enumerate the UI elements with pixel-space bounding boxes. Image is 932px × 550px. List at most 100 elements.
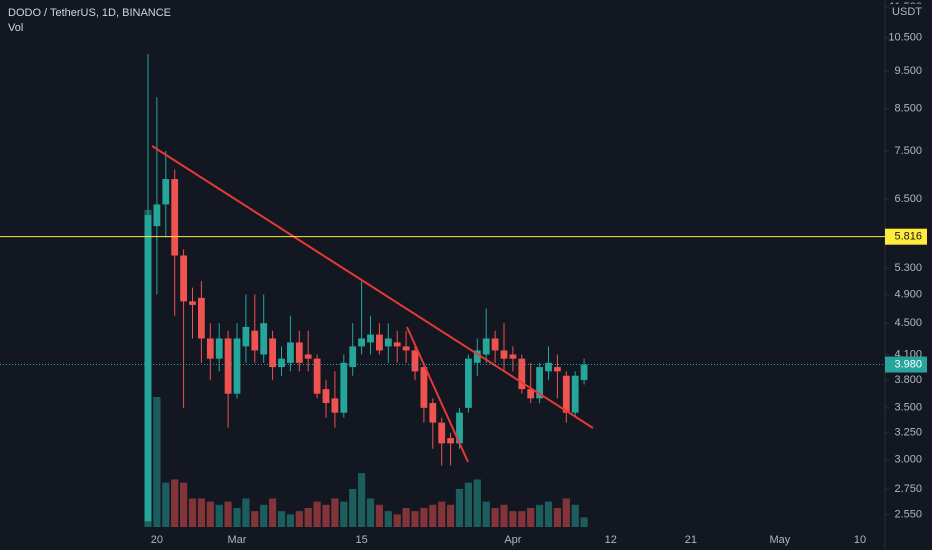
- volume-bar: [429, 504, 437, 527]
- volume-bar: [464, 482, 472, 527]
- x-tick-label: May: [770, 534, 791, 546]
- candle-body: [393, 342, 401, 347]
- y-tick-label: 2.750: [894, 483, 922, 495]
- candle-body: [509, 354, 517, 359]
- candle-body: [144, 215, 152, 522]
- trend-line: [151, 145, 594, 429]
- unit-box: [889, 4, 927, 20]
- candle-body: [206, 338, 214, 359]
- candle-body: [438, 422, 446, 444]
- candle-body: [269, 338, 276, 368]
- x-tick-label: 12: [605, 534, 617, 546]
- y-tick-label: 3.000: [894, 454, 922, 466]
- volume-bar: [509, 511, 517, 527]
- trend-line: [406, 326, 469, 463]
- volume-bar: [349, 488, 357, 527]
- price-label-box: [885, 228, 927, 245]
- y-tick-label: 5.300: [894, 262, 922, 274]
- candle-body: [429, 403, 437, 423]
- volume-bar: [188, 498, 197, 527]
- y-tick-label: 4.500: [894, 317, 922, 329]
- candle-body: [411, 350, 419, 372]
- last-price-label: 3.980: [894, 358, 922, 370]
- volume-bar: [402, 507, 410, 527]
- candle-body: [153, 204, 161, 227]
- indicator-label: Vol: [8, 22, 23, 34]
- candle-body: [554, 367, 561, 372]
- candle-body: [340, 362, 348, 413]
- volume-bar: [295, 511, 303, 527]
- unit-label: USDT: [892, 6, 922, 18]
- chart-title: DODO / TetherUS, 1D, BINANCE: [8, 7, 171, 19]
- volume-bar: [153, 397, 161, 527]
- candle-body: [518, 358, 526, 390]
- candle-body: [465, 358, 472, 408]
- volume-bar: [215, 504, 223, 527]
- y-tick-label: 6.500: [894, 193, 922, 205]
- candle-body: [482, 338, 490, 355]
- candle-body: [331, 398, 339, 413]
- candle-body: [224, 338, 232, 394]
- candle-body: [420, 367, 428, 408]
- volume-bar: [527, 507, 535, 527]
- x-tick-label: 10: [854, 534, 866, 546]
- volume-bar: [331, 498, 339, 527]
- volume-bar: [536, 504, 544, 527]
- candle-body: [473, 350, 481, 363]
- volume-bar: [233, 507, 241, 527]
- volume-bar: [500, 504, 508, 527]
- candle-body: [189, 301, 196, 305]
- candle-body: [162, 179, 170, 205]
- candle-body: [500, 350, 508, 359]
- volume-bar: [358, 473, 366, 527]
- candle-body: [562, 375, 570, 413]
- candle-body: [278, 358, 285, 368]
- candle-body: [171, 179, 179, 256]
- volume-bar: [269, 498, 277, 527]
- candle-body: [322, 389, 330, 404]
- volume-bar: [224, 501, 232, 527]
- candle-body: [349, 346, 357, 368]
- volume-bar: [491, 507, 499, 527]
- x-tick-label: 20: [151, 534, 163, 546]
- candle-body: [384, 338, 392, 347]
- candle-body: [287, 342, 294, 363]
- volume-bar: [277, 511, 286, 527]
- volume-bar: [206, 501, 214, 527]
- candle-body: [447, 438, 454, 444]
- volume-bar: [251, 511, 259, 527]
- volume-bar: [313, 501, 321, 527]
- y-tick-label: 4.900: [894, 288, 922, 300]
- candle-body: [198, 297, 205, 339]
- volume-bar: [375, 504, 383, 527]
- volume-bar: [455, 488, 464, 527]
- candle-body: [571, 375, 579, 413]
- candle-body: [456, 412, 463, 444]
- candle-layer: [144, 54, 588, 522]
- volume-bar: [571, 504, 579, 527]
- volume-bar: [366, 498, 375, 527]
- volume-bar: [286, 514, 294, 527]
- y-tick-label: 2.550: [894, 508, 922, 520]
- volume-bar: [482, 501, 490, 527]
- price-label-box: [885, 356, 927, 373]
- y-tick-label: 3.250: [894, 427, 922, 439]
- volume-bar: [304, 507, 312, 527]
- volume-bar: [162, 482, 170, 527]
- y-tick-label: 9.500: [894, 65, 922, 77]
- candle-body: [251, 330, 259, 351]
- volume-bar: [562, 498, 570, 527]
- candle-body: [527, 389, 535, 399]
- candle-body: [536, 367, 543, 399]
- volume-bar: [518, 511, 526, 527]
- candle-body: [313, 358, 321, 394]
- x-tick-label: Apr: [504, 534, 521, 546]
- volume-bar: [384, 511, 392, 527]
- candle-body: [402, 346, 410, 351]
- volume-bar: [553, 507, 561, 527]
- candle-body: [358, 338, 365, 347]
- volume-bar: [340, 501, 348, 527]
